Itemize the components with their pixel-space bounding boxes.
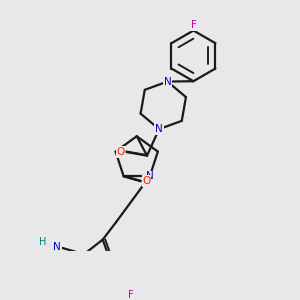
Text: N: N [53,242,61,251]
Text: F: F [128,290,134,300]
Text: N: N [164,76,171,87]
Text: H: H [39,237,46,247]
Text: O: O [116,147,124,157]
Text: F: F [190,20,196,30]
Text: O: O [142,176,151,186]
Text: N: N [146,171,154,182]
Text: N: N [155,124,163,134]
